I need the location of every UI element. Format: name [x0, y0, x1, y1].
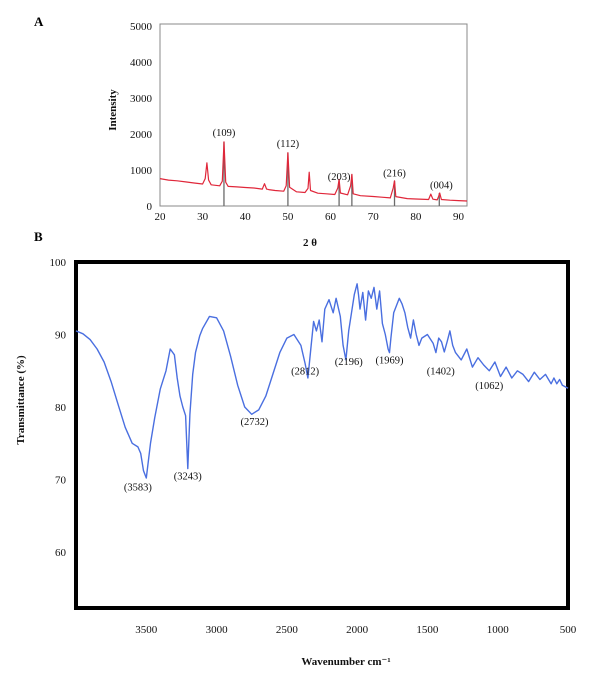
ftir-peak-label: (1969): [375, 356, 403, 367]
ftir-x-tick-label: 1000: [487, 624, 510, 636]
ftir-y-tick-label: 100: [50, 257, 67, 269]
xrd-y-axis-title: Intensity: [107, 89, 119, 131]
ftir-x-tick-label: 3000: [206, 624, 229, 636]
panel-label-b: B: [34, 229, 43, 244]
xrd-y-tick-label: 5000: [130, 21, 153, 33]
ftir-y-tick-label: 80: [55, 402, 67, 414]
xrd-x-tick-label: 70: [368, 211, 380, 223]
xrd-peak-label: (216): [383, 168, 406, 179]
ftir-y-tick-label: 60: [55, 547, 67, 559]
ftir-x-tick-label: 2500: [276, 624, 299, 636]
xrd-peak-label: (112): [277, 139, 300, 150]
ftir-peak-label: (2732): [241, 417, 269, 428]
panel-label-a: A: [34, 14, 44, 29]
xrd-y-tick-label: 4000: [130, 57, 153, 69]
ftir-x-tick-label: 3500: [135, 624, 158, 636]
ftir-y-tick-label: 90: [55, 330, 67, 342]
ftir-peak-label: (1402): [427, 366, 455, 377]
ftir-x-tick-label: 1500: [416, 624, 439, 636]
ftir-peak-label: (2812): [291, 366, 319, 377]
xrd-y-tick-label: 2000: [130, 129, 153, 141]
ftir-chart: 60 70 80 90 100 3500 3000 2500 2000 1500 1000 500 Wa…: [15, 257, 577, 668]
ftir-peak-label: (1062): [475, 381, 503, 392]
xrd-x-tick-label: 20: [155, 211, 167, 223]
ftir-peak-label: (3583): [124, 482, 152, 493]
xrd-x-tick-label: 80: [410, 211, 422, 223]
xrd-y-tick-label: 3000: [130, 93, 153, 105]
xrd-peak-label: (109): [213, 128, 236, 139]
xrd-x-tick-label: 40: [240, 211, 252, 223]
ftir-plot-frame: [74, 260, 570, 610]
ftir-peak-label: (2196): [335, 357, 363, 368]
xrd-x-axis-title: 2 θ: [303, 237, 317, 249]
ftir-x-axis-title: Wavenumber cm⁻¹: [301, 656, 390, 668]
ftir-y-tick-label: 70: [55, 475, 67, 487]
ftir-y-axis-title: Transmittance (%): [15, 355, 27, 445]
ftir-peak-label: (3243): [174, 472, 202, 483]
ftir-x-tick-label: 500: [560, 624, 577, 636]
xrd-plot-frame: [159, 23, 468, 207]
xrd-peak-label: (203): [328, 172, 351, 183]
ftir-series-line: [75, 283, 569, 479]
xrd-x-tick-label: 30: [197, 211, 209, 223]
xrd-y-tick-label: 0: [147, 201, 153, 213]
xrd-chart: 0 1000 2000 3000 4000 5000 20 30 40 50 60 70 80 90 2 θ…: [107, 21, 468, 249]
xrd-x-tick-label: 50: [282, 211, 294, 223]
xrd-y-tick-label: 1000: [130, 165, 153, 177]
xrd-peak-label: (004): [430, 181, 453, 192]
xrd-series-line: [159, 141, 468, 202]
ftir-x-tick-label: 2000: [346, 624, 369, 636]
xrd-x-tick-label: 60: [325, 211, 337, 223]
xrd-x-tick-label: 90: [453, 211, 465, 223]
